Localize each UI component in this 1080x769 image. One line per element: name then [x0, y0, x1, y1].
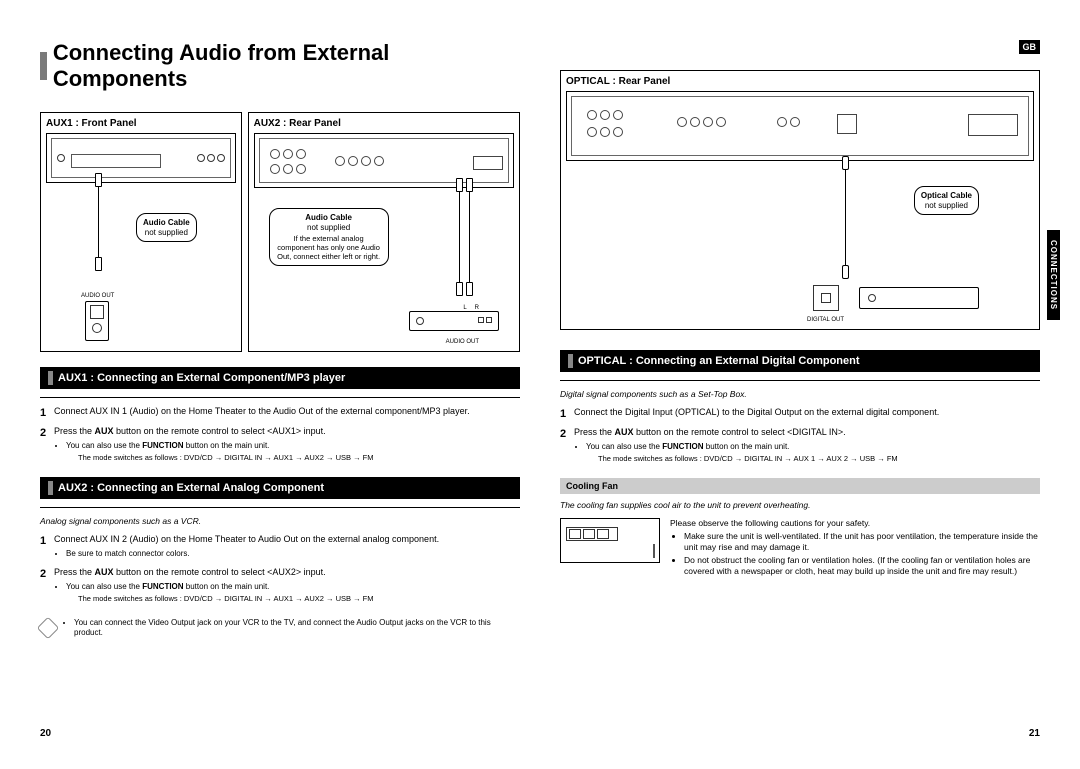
optical-steps: 1Connect the Digital Input (OPTICAL) to …	[560, 407, 1040, 466]
digital-out-port	[813, 285, 839, 311]
optical-mode-line: The mode switches as follows : DVD/CD → …	[586, 454, 1040, 464]
aux2-steps: 1 Connect AUX IN 2 (Audio) on the Home T…	[40, 534, 520, 606]
aux1-step2: Press the AUX button on the remote contr…	[54, 426, 520, 465]
lang-badge: GB	[1019, 40, 1041, 54]
note-icon	[37, 617, 60, 640]
aux2-out-label: AUDIO OUT	[446, 339, 479, 345]
callout-optical-sub: not supplied	[925, 201, 968, 210]
external-digital-device	[859, 287, 979, 309]
diagram-row-left: AUX1 : Front Panel Audio Cable not suppl…	[40, 112, 520, 352]
aux1-heading: AUX1 : Connecting an External Component/…	[40, 367, 520, 389]
aux2-step2: Press the AUX button on the remote contr…	[54, 567, 520, 606]
callout-aux1-cable: Audio Cable not supplied	[136, 213, 197, 242]
optical-note: Digital signal components such as a Set-…	[560, 389, 1040, 399]
optical-step1: Connect the Digital Input (OPTICAL) to t…	[574, 407, 1040, 421]
optical-heading: OPTICAL : Connecting an External Digital…	[560, 350, 1040, 372]
external-analog-device	[409, 311, 499, 331]
callout-optical-cable: Optical Cable not supplied	[914, 186, 979, 215]
aux2-r: R	[475, 305, 479, 311]
page-num-left: 20	[40, 728, 51, 739]
cooling-text: Please observe the following cautions fo…	[670, 518, 1040, 577]
aux1-step1: Connect AUX IN 1 (Audio) on the Home The…	[54, 406, 520, 420]
optical-out-label: DIGITAL OUT	[807, 317, 844, 323]
page-left: Connecting Audio from External Component…	[20, 40, 540, 749]
optical-step2: Press the AUX button on the remote contr…	[574, 427, 1040, 466]
side-tab: CONNECTIONS	[1047, 230, 1060, 320]
aux2-note: Analog signal components such as a VCR.	[40, 516, 520, 526]
device-front-panel	[46, 133, 236, 183]
aux2-extra-note: You can connect the Video Output jack on…	[40, 618, 520, 641]
page-num-right: 21	[1029, 728, 1040, 739]
diagram-aux2: AUX2 : Rear Panel Audio Cable not suppli…	[248, 112, 520, 352]
aux2-step1: Connect AUX IN 2 (Audio) on the Home The…	[54, 534, 520, 561]
cooling-diagram	[560, 518, 660, 563]
aux2-l: L	[463, 305, 466, 311]
title-marker	[40, 52, 47, 80]
aux2-mode-line: The mode switches as follows : DVD/CD → …	[66, 594, 520, 604]
diagram-aux2-label: AUX2 : Rear Panel	[254, 118, 514, 129]
diagram-aux1-label: AUX1 : Front Panel	[46, 118, 236, 129]
mp3-player-icon	[85, 301, 109, 341]
cooling-row: Please observe the following cautions fo…	[560, 518, 1040, 577]
callout-aux2-sub: not supplied	[307, 223, 350, 232]
aux1-mode-line: The mode switches as follows : DVD/CD → …	[66, 453, 520, 463]
device-rear-panel-aux2	[254, 133, 514, 188]
callout-aux2-title: Audio Cable	[305, 213, 352, 222]
diagram-aux1: AUX1 : Front Panel Audio Cable not suppl…	[40, 112, 242, 352]
callout-aux1-title: Audio Cable	[143, 218, 190, 227]
diagram-optical-label: OPTICAL : Rear Panel	[566, 76, 1034, 87]
cooling-heading: Cooling Fan	[560, 478, 1040, 494]
callout-aux2-note: If the external analog component has onl…	[276, 234, 382, 261]
page-right: GB CONNECTIONS OPTICAL : Rear Panel Opti…	[540, 40, 1060, 749]
callout-aux1-sub: not supplied	[145, 228, 188, 237]
callout-optical-title: Optical Cable	[921, 191, 972, 200]
diagram-optical: OPTICAL : Rear Panel Optical Cable not s…	[560, 70, 1040, 330]
cooling-intro: The cooling fan supplies cool air to the…	[560, 500, 1040, 510]
aux2-heading: AUX2 : Connecting an External Analog Com…	[40, 477, 520, 499]
aux1-out-label: AUDIO OUT	[81, 293, 114, 299]
page-title: Connecting Audio from External Component…	[53, 40, 520, 92]
callout-aux2-cable: Audio Cable not supplied If the external…	[269, 208, 389, 266]
page-title-bar: Connecting Audio from External Component…	[40, 40, 520, 92]
device-rear-panel-optical	[566, 91, 1034, 161]
aux1-steps: 1Connect AUX IN 1 (Audio) on the Home Th…	[40, 406, 520, 465]
